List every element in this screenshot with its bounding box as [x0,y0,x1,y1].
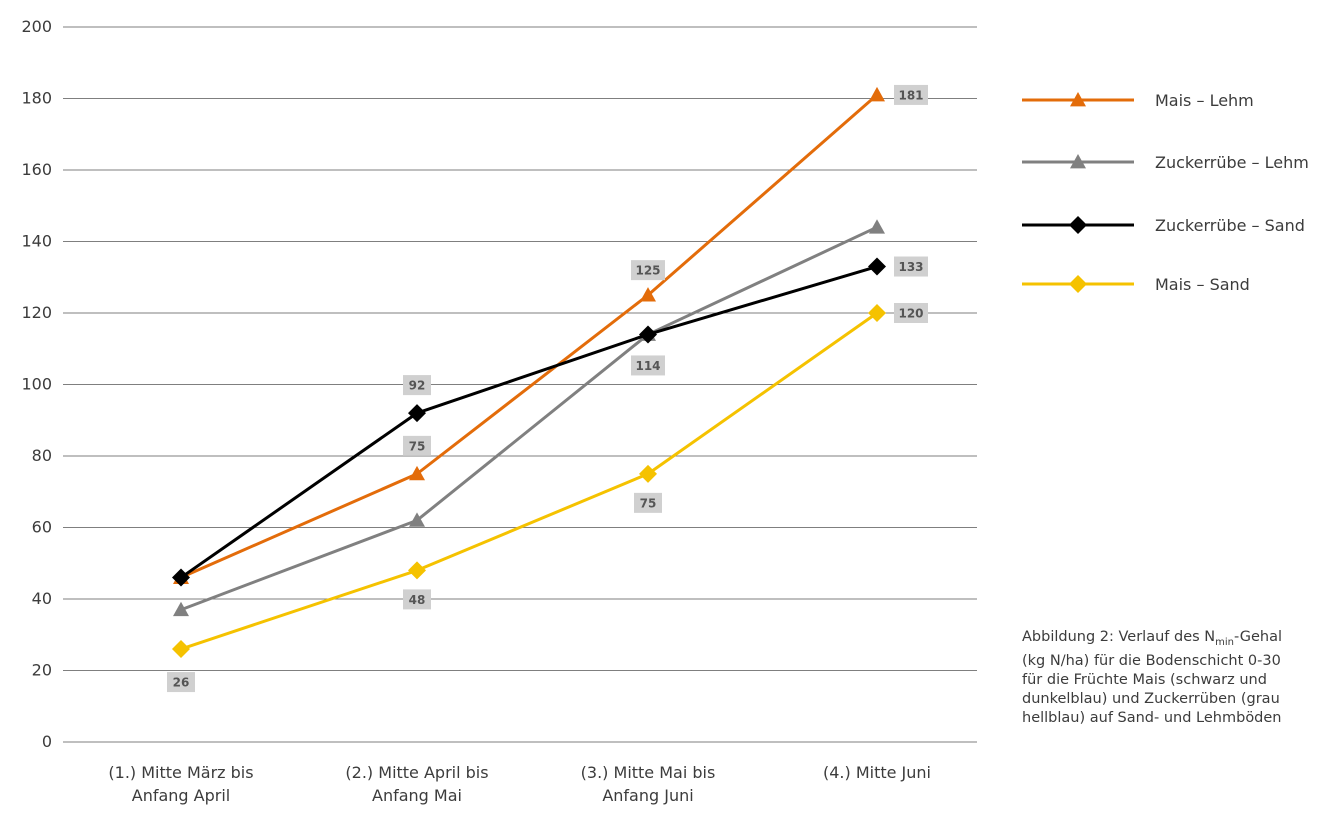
triangle-marker [173,601,189,617]
data-label: 114 [631,355,665,376]
data-label-text: 120 [898,307,923,321]
legend-label: Zuckerrübe – Sand [1155,216,1305,235]
data-label-box [403,435,431,456]
x-axis-categories: (1.) Mitte März bis Anfang April (2.) Mitt… [108,763,931,805]
triangle-marker [1070,154,1086,169]
legend-label: Mais – Sand [1155,275,1250,294]
y-tick-label: 20 [32,661,52,680]
y-tick-label: 100 [21,375,52,394]
y-tick-label: 80 [32,446,52,465]
diamond-marker [408,561,426,580]
y-tick-label: 140 [21,232,52,251]
y-tick-label: 180 [21,89,52,108]
data-label-text: 48 [409,593,426,607]
data-label: 120 [894,303,928,323]
diamond-marker [1069,275,1087,293]
data-label-box [634,492,662,513]
legend-item: Mais – Lehm [1022,91,1254,110]
series-line [180,225,878,612]
y-tick-label: 60 [32,518,52,537]
data-labels: 75 125 181 92 114 133 26 48 75 120 [167,84,928,693]
data-label-text: 181 [898,88,923,102]
grid-lines [63,26,977,743]
data-label-box [631,260,665,281]
series-2 [172,257,886,587]
data-label-box [403,375,431,396]
diamond-marker [172,640,190,659]
data-label-text: 114 [635,359,660,373]
triangle-marker [1070,92,1086,107]
diamond-marker [1069,216,1087,234]
diamond-marker [172,568,190,587]
diamond-marker [868,257,886,276]
x-category-label: Anfang Mai [372,786,462,805]
series-line [180,93,878,579]
data-label-text: 26 [173,676,190,690]
y-tick-label: 0 [42,732,52,751]
x-category-label: (1.) Mitte März bis [108,763,253,782]
y-tick-label: 40 [32,589,52,608]
caption-subscript: min [1215,636,1234,648]
data-label-box [403,589,431,610]
data-label-text: 133 [898,260,923,274]
series-3 [172,304,886,659]
data-label: 75 [403,435,431,456]
y-tick-label: 200 [21,17,52,36]
data-label-box [631,355,665,376]
data-label-box [894,303,928,323]
legend-item: Zuckerrübe – Sand [1022,216,1305,235]
data-label: 133 [894,256,928,277]
data-label: 181 [894,84,928,105]
x-category-label: Anfang April [132,786,230,805]
data-label: 26 [167,672,195,693]
series-lines [172,86,886,659]
data-label-text: 92 [409,379,426,393]
data-label-box [894,256,928,277]
series-line [180,265,878,579]
legend-item: Mais – Sand [1022,275,1250,294]
data-label: 125 [631,260,665,281]
data-label: 75 [634,492,662,513]
triangle-marker [869,219,885,234]
triangle-marker [869,86,885,102]
triangle-marker [409,512,425,527]
x-category-label: (3.) Mitte Mai bis [581,763,716,782]
legend-label: Mais – Lehm [1155,91,1254,110]
data-label: 92 [403,375,431,396]
triangle-marker [409,465,425,481]
data-label-box [894,84,928,105]
caption-suffix: -Gehal (kg N/ha) für die Bodenschicht 0-… [1022,629,1283,726]
triangle-marker [640,287,656,302]
diamond-marker [639,464,657,483]
x-category-label: (4.) Mitte Juni [823,763,931,782]
data-label-text: 75 [640,496,657,510]
figure-caption: Abbildung 2: Verlauf des Nmin-Gehal (kg … [1022,628,1341,728]
data-label-text: 75 [409,439,426,453]
data-label: 48 [403,589,431,610]
series-line [180,311,878,651]
legend-item: Zuckerrübe – Lehm [1022,153,1309,172]
diamond-marker [639,325,657,344]
x-category-label: (2.) Mitte April bis [345,763,488,782]
x-category-label: Anfang Juni [602,786,693,805]
data-label-text: 125 [635,264,660,278]
diamond-marker [868,304,886,322]
data-label-box [167,672,195,693]
y-tick-label: 120 [21,303,52,322]
legend: Mais – Lehm Zuckerrübe – Lehm Zuckerrübe –… [1022,91,1309,294]
caption-prefix: Abbildung 2: Verlauf des N [1022,629,1216,645]
series-1 [173,219,885,617]
diamond-marker [408,404,426,423]
y-tick-label: 160 [21,160,52,179]
y-axis-ticks: 0 20 40 60 80 100 120 140 160 180 200 [21,17,52,751]
legend-label: Zuckerrübe – Lehm [1155,153,1309,172]
